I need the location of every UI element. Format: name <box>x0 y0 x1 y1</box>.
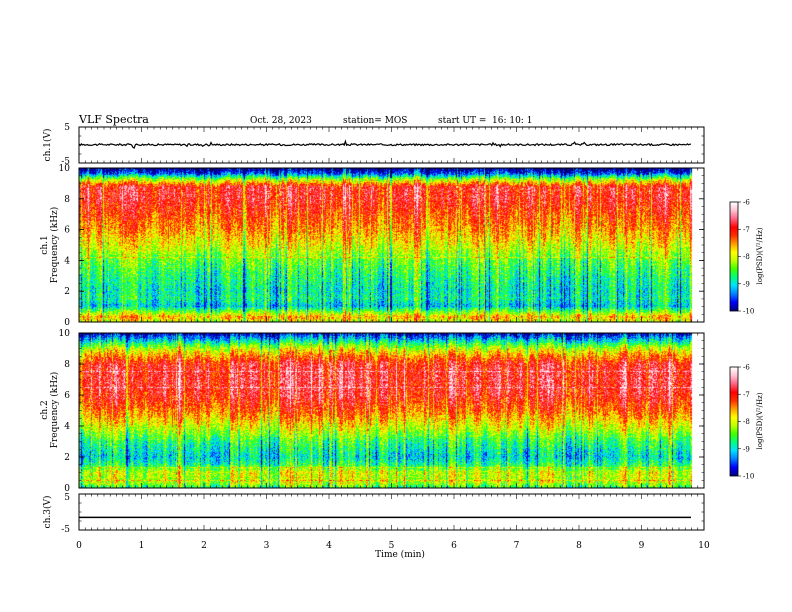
colorbar-tick-label: -10 <box>743 473 754 481</box>
ch3-ytick-top: 5 <box>64 493 70 503</box>
x-tick-label: 4 <box>326 541 332 551</box>
colorbar-tick-label: -6 <box>743 364 750 372</box>
time-tick-labels: 0 1 2 3 4 5 6 7 8 9 10 <box>76 541 710 551</box>
x-tick-label: 6 <box>451 541 457 551</box>
ch1-spectrogram-panel: 0 2 4 6 8 10 ch.1 Frequency (kHz) -6 -7 -8 -9 -10… <box>40 164 764 328</box>
start-ut-label: start UT = <box>438 116 486 126</box>
ch2-spectrogram-panel: 0 2 4 6 8 10 ch.2 Frequency (kHz) -6 -7 -8 -9 -10… <box>40 329 764 494</box>
ch1-waveform-line <box>78 139 691 149</box>
colorbar-tick-label: -7 <box>743 391 750 399</box>
frequency-tick-label: 4 <box>64 422 70 432</box>
colorbar-tick-label: -10 <box>743 308 754 316</box>
ch1-spectrogram-heatmap <box>79 168 704 322</box>
x-tick-label: 9 <box>639 541 645 551</box>
ch1-ytick-top: 5 <box>64 123 70 133</box>
ch2-colorbar <box>730 367 738 476</box>
figure-title: VLF Spectra <box>78 113 149 126</box>
ch2-spectrogram-heatmap <box>79 333 704 488</box>
colorbar-tick-label: -9 <box>743 280 750 288</box>
x-tick-label: 2 <box>201 541 207 551</box>
x-tick-label: 5 <box>389 541 395 551</box>
frequency-tick-label: 2 <box>64 453 70 463</box>
date-label: Oct. 28, 2023 <box>250 116 312 126</box>
ch2-colorbar-label: log(PSD)(V²/Hz) <box>756 392 764 449</box>
x-tick-label: 1 <box>139 541 145 551</box>
ch1-spectrogram-ylabel-channel: ch.1 <box>40 235 50 254</box>
ch1-spectrogram-image-wrap <box>79 168 704 322</box>
frequency-tick-label: 4 <box>64 256 70 266</box>
ch2-spectrogram-ylabel-channel: ch.2 <box>40 400 50 419</box>
frequency-tick-label: 6 <box>64 226 70 236</box>
ch1-colorbar-label: log(PSD)(V²/Hz) <box>756 227 764 284</box>
x-tick-label: 8 <box>576 541 582 551</box>
colorbar-tick-label: -7 <box>743 226 750 234</box>
x-axis-label: Time (min) <box>375 549 425 560</box>
frequency-tick-label: 10 <box>59 164 71 174</box>
ch1-colorbar <box>730 202 738 311</box>
x-tick-label: 10 <box>698 541 710 551</box>
frequency-tick-label: 6 <box>64 391 70 401</box>
ch1-spectrogram-ylabel-frequency: Frequency (kHz) <box>49 207 60 284</box>
ch2-spectrogram-ylabel-frequency: Frequency (kHz) <box>49 372 60 449</box>
frequency-tick-label: 2 <box>64 287 70 297</box>
ch1-ytick-bottom: -5 <box>61 157 70 167</box>
colorbar-tick-label: -6 <box>743 199 750 207</box>
x-tick-label: 7 <box>514 541 520 551</box>
colorbar-tick-label: -8 <box>743 253 750 261</box>
ch1-ylabel: ch.1(V) <box>42 129 53 162</box>
x-tick-label: 3 <box>264 541 270 551</box>
x-tick-label: 0 <box>76 541 82 551</box>
frequency-tick-label: 10 <box>59 329 71 339</box>
ch2-spectrogram-image-wrap <box>79 333 704 488</box>
ch3-ylabel: ch.3(V) <box>42 496 53 529</box>
ch2-colorbar-wrap <box>730 367 738 476</box>
start-ut-value: 16: 10: 1 <box>492 116 532 126</box>
frequency-tick-label: 0 <box>64 484 70 494</box>
time-ticks <box>78 126 705 531</box>
frequency-tick-label: 8 <box>64 195 70 205</box>
ch3-waveform-frame <box>78 493 705 531</box>
colorbar-tick-label: -8 <box>743 418 750 426</box>
ch3-ytick-bottom: -5 <box>61 525 70 535</box>
ch1-colorbar-wrap <box>730 202 738 311</box>
frequency-tick-label: 0 <box>64 318 70 328</box>
frequency-tick-label: 8 <box>64 360 70 370</box>
colorbar-tick-label: -9 <box>743 445 750 453</box>
station-label: station= MOS <box>343 116 407 126</box>
ch1-waveform-panel: 5 -5 ch.1(V) <box>42 123 705 167</box>
